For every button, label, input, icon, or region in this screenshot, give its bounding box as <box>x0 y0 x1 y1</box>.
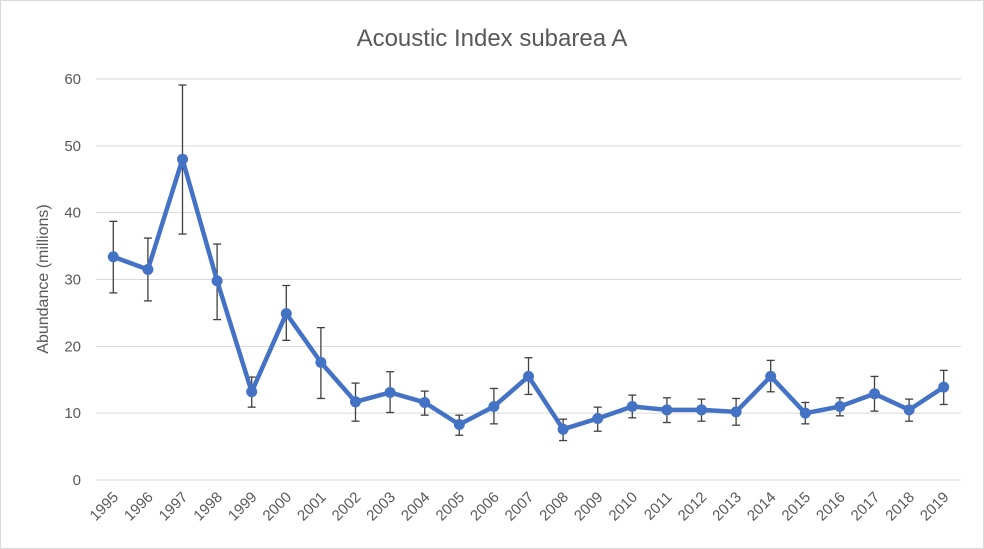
x-tick-label: 2000 <box>260 489 296 525</box>
data-point-1995 <box>107 251 119 263</box>
chart-title: Acoustic Index subarea A <box>357 25 628 52</box>
x-tick-label: 2006 <box>467 489 503 525</box>
x-tick-label: 2004 <box>398 489 434 525</box>
x-tick-label: 2003 <box>363 489 399 525</box>
x-tick-label: 2017 <box>848 489 884 525</box>
data-point-1998 <box>211 275 223 287</box>
x-tick-label: 2013 <box>709 489 745 525</box>
data-point-2009 <box>592 413 604 425</box>
x-tick-label: 2002 <box>329 489 365 525</box>
y-tick-label: 10 <box>64 405 81 422</box>
y-tick-label: 20 <box>64 338 81 355</box>
data-point-1999 <box>246 386 258 398</box>
data-point-2006 <box>488 400 500 412</box>
y-tick-label: 30 <box>64 272 81 289</box>
x-tick-label: 1997 <box>156 489 192 525</box>
data-point-2019 <box>938 381 950 393</box>
x-tick-label: 2009 <box>571 489 607 525</box>
x-tick-label: 2015 <box>779 489 815 525</box>
y-axis-title: Abundance (millions) <box>35 204 52 353</box>
data-point-2007 <box>523 370 534 382</box>
data-point-2004 <box>419 396 431 408</box>
y-tick-label: 40 <box>64 205 81 222</box>
gridlines <box>96 78 961 481</box>
data-point-2015 <box>799 407 811 419</box>
x-tick-label: 2018 <box>882 489 918 525</box>
x-tick-label: 2005 <box>433 489 469 525</box>
x-tick-label: 2010 <box>606 489 642 525</box>
data-point-2018 <box>903 404 915 416</box>
x-tick-label: 2012 <box>675 489 711 525</box>
x-tick-label: 1996 <box>121 489 157 525</box>
data-point-1996 <box>142 263 154 275</box>
y-axis-ticks: 0 10 20 30 40 50 60 <box>64 71 81 489</box>
y-tick-label: 0 <box>73 472 81 489</box>
x-tick-label: 1995 <box>87 489 123 525</box>
data-point-2002 <box>350 396 361 408</box>
data-series <box>107 153 950 435</box>
x-tick-label: 1999 <box>225 489 261 525</box>
data-point-2012 <box>696 404 707 416</box>
y-tick-label: 50 <box>64 138 81 155</box>
data-point-1997 <box>177 153 188 165</box>
data-point-2005 <box>453 419 465 431</box>
data-point-2014 <box>765 370 777 382</box>
x-tick-label: 2011 <box>641 489 676 524</box>
x-tick-label: 2016 <box>813 489 849 525</box>
x-tick-label: 2014 <box>744 489 780 525</box>
y-tick-label: 60 <box>64 71 81 88</box>
data-point-2017 <box>869 388 880 400</box>
data-point-2013 <box>730 406 742 418</box>
data-point-2011 <box>661 404 673 416</box>
data-point-2010 <box>626 400 638 412</box>
x-tick-label: 2008 <box>536 489 572 525</box>
data-point-2008 <box>557 423 569 435</box>
x-tick-label: 2007 <box>502 489 538 525</box>
x-axis-ticks: 1995199619971998199920002001200220032004… <box>87 489 953 525</box>
x-tick-label: 2001 <box>294 489 330 525</box>
x-tick-label: 1998 <box>190 489 226 525</box>
data-point-2016 <box>834 400 846 412</box>
data-point-2001 <box>315 356 327 368</box>
error-bars <box>109 84 948 442</box>
x-tick-label: 2019 <box>917 489 953 525</box>
data-point-2000 <box>280 308 292 320</box>
data-point-2003 <box>384 386 396 398</box>
